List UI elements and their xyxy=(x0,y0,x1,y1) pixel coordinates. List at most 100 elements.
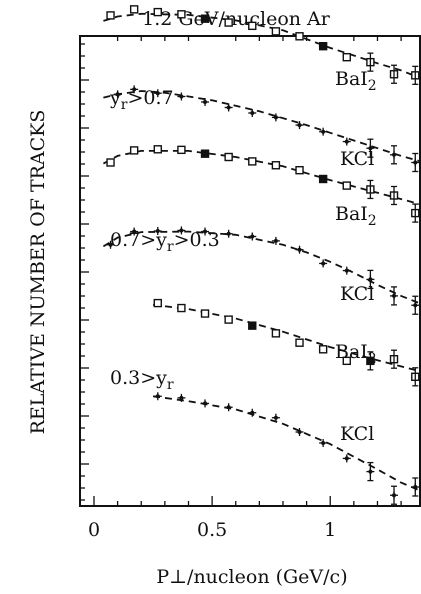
data-point xyxy=(153,145,162,154)
data-point xyxy=(342,53,351,62)
model-curve-2 xyxy=(102,150,421,206)
data-point xyxy=(295,428,304,436)
series-label: KCl xyxy=(340,283,374,305)
data-point xyxy=(129,5,139,14)
data-point xyxy=(389,185,399,206)
data-point xyxy=(130,227,139,236)
data-point xyxy=(200,149,210,158)
data-point xyxy=(390,145,399,165)
data-point xyxy=(129,146,139,155)
data-point xyxy=(366,269,375,290)
series-label: BaI2 xyxy=(335,341,377,367)
plot-frame xyxy=(79,35,421,507)
chart-title: 1.2 GeV/nucleon Ar xyxy=(142,8,331,30)
data-point xyxy=(177,145,186,155)
data-point xyxy=(224,315,233,324)
data-point xyxy=(248,408,257,417)
data-point xyxy=(130,85,139,94)
axis-ticks: 0 0.5 1 xyxy=(80,36,402,541)
data-point xyxy=(248,157,257,166)
data-point xyxy=(389,349,399,369)
data-point xyxy=(177,393,186,402)
data-point xyxy=(201,227,210,236)
model-curve-4 xyxy=(152,303,421,373)
data-point xyxy=(411,367,420,387)
data-point xyxy=(295,338,304,347)
data-point xyxy=(318,42,328,51)
data-point xyxy=(342,266,351,275)
data-point xyxy=(271,161,281,170)
rapidity-cut-label: yr>0.7 xyxy=(109,87,174,113)
data-point xyxy=(318,345,328,354)
data-point xyxy=(389,64,399,84)
data-point xyxy=(248,321,257,330)
data-point xyxy=(248,109,257,117)
data-point xyxy=(295,245,304,254)
data-point xyxy=(366,461,375,482)
rapidity-cut-label: 0.7>yr>0.3 xyxy=(110,229,220,255)
data-point xyxy=(200,309,210,318)
data-point xyxy=(153,89,162,98)
series-label: KCl xyxy=(340,423,374,445)
x-axis-label: P⊥/nucleon (GeV/c) xyxy=(156,566,347,588)
data-point xyxy=(224,152,233,162)
data-point xyxy=(248,232,257,241)
data-point xyxy=(366,351,375,371)
data-point xyxy=(342,356,351,366)
data-point xyxy=(411,152,420,173)
data-point xyxy=(295,165,304,175)
data-point xyxy=(366,138,375,158)
data-point xyxy=(248,21,257,31)
data-point xyxy=(224,229,233,238)
data-point xyxy=(153,227,162,235)
data-point xyxy=(271,413,280,422)
data-point xyxy=(224,103,233,112)
data-point xyxy=(319,127,328,136)
data-point xyxy=(319,439,328,447)
data-point xyxy=(224,18,233,27)
series-label: BaI2 xyxy=(335,203,377,229)
data-point xyxy=(177,303,186,313)
data-point xyxy=(342,181,351,190)
model-curve-0 xyxy=(103,12,421,80)
data-point xyxy=(318,174,328,184)
data-point xyxy=(201,399,210,408)
data-point xyxy=(106,240,115,249)
model-curve-3 xyxy=(102,230,421,305)
data-point xyxy=(295,32,304,41)
data-point xyxy=(295,121,304,130)
model-curves xyxy=(102,12,421,492)
data-point xyxy=(153,7,162,17)
data-point xyxy=(153,298,162,308)
data-point xyxy=(177,226,186,235)
x-tick-label: 0 xyxy=(88,519,100,541)
rapidity-cut-label: 0.3>yr xyxy=(110,367,174,393)
data-points xyxy=(106,5,420,505)
data-point xyxy=(200,14,210,23)
data-point xyxy=(271,329,281,338)
data-point xyxy=(342,137,351,146)
data-point xyxy=(342,454,351,463)
data-point xyxy=(390,286,399,306)
model-curve-5 xyxy=(152,395,421,492)
annotations: BaI2 KCl BaI2 KCl BaI2 KCl yr>0.7 0.7>yr>0.3 0.3… xyxy=(109,68,377,445)
data-point xyxy=(390,485,399,505)
x-tick-label: 0.5 xyxy=(197,519,227,541)
data-point xyxy=(224,403,233,412)
x-tick-label: 1 xyxy=(324,519,336,541)
data-point xyxy=(153,392,162,401)
data-point xyxy=(271,113,280,122)
data-point xyxy=(177,92,186,101)
data-point xyxy=(366,179,375,200)
data-point xyxy=(106,158,115,167)
data-point xyxy=(113,90,122,99)
data-point xyxy=(106,11,115,20)
data-point xyxy=(411,203,420,223)
y-axis-label: RELATIVE NUMBER OF TRACKS xyxy=(27,110,49,435)
data-point xyxy=(366,52,375,72)
data-point xyxy=(411,295,420,315)
series-label: KCl xyxy=(340,148,374,170)
data-point xyxy=(411,65,420,85)
data-point xyxy=(177,10,186,19)
